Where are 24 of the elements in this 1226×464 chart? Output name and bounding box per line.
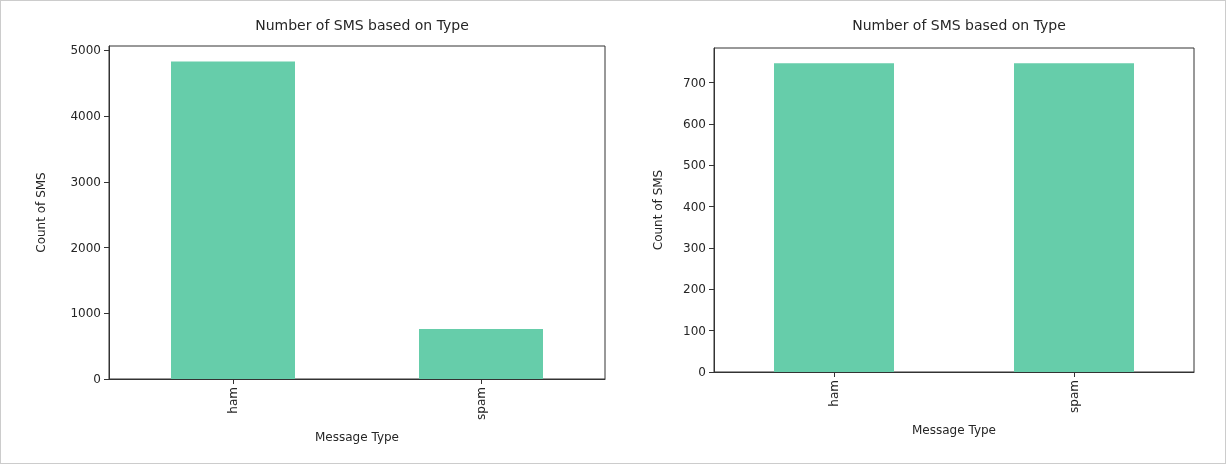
y-tick-label: 5000: [70, 43, 101, 58]
y-tick-label: 200: [683, 282, 706, 297]
y-tick-label: 0: [698, 365, 706, 379]
y-axis-title: Count of SMS: [651, 169, 665, 251]
x-tick-label: spam: [474, 387, 488, 420]
chart-title: Number of SMS based on Type: [255, 17, 469, 33]
y-tick-label: 700: [683, 75, 706, 90]
x-axis-title: Message Type: [315, 430, 399, 444]
y-tick-label: 300: [683, 241, 706, 256]
y-tick-label: 3000: [70, 174, 101, 189]
x-axis-title: Message Type: [912, 423, 996, 437]
y-tick-label: 2000: [70, 240, 101, 255]
y-tick-label: 0: [93, 372, 101, 386]
x-tick-label: ham: [827, 380, 841, 407]
y-tick-label: 100: [683, 323, 706, 338]
y-tick-label: 600: [683, 117, 706, 132]
y-tick-label: 1000: [70, 306, 101, 321]
y-axis-title: Count of SMS: [34, 172, 48, 253]
y-tick-label: 400: [683, 199, 706, 214]
x-tick-label: ham: [226, 387, 240, 414]
y-tick-label: 4000: [70, 109, 101, 124]
y-tick-label: 500: [683, 158, 706, 173]
x-tick-label: spam: [1067, 380, 1081, 413]
chart-title: Number of SMS based on Type: [852, 17, 1066, 33]
